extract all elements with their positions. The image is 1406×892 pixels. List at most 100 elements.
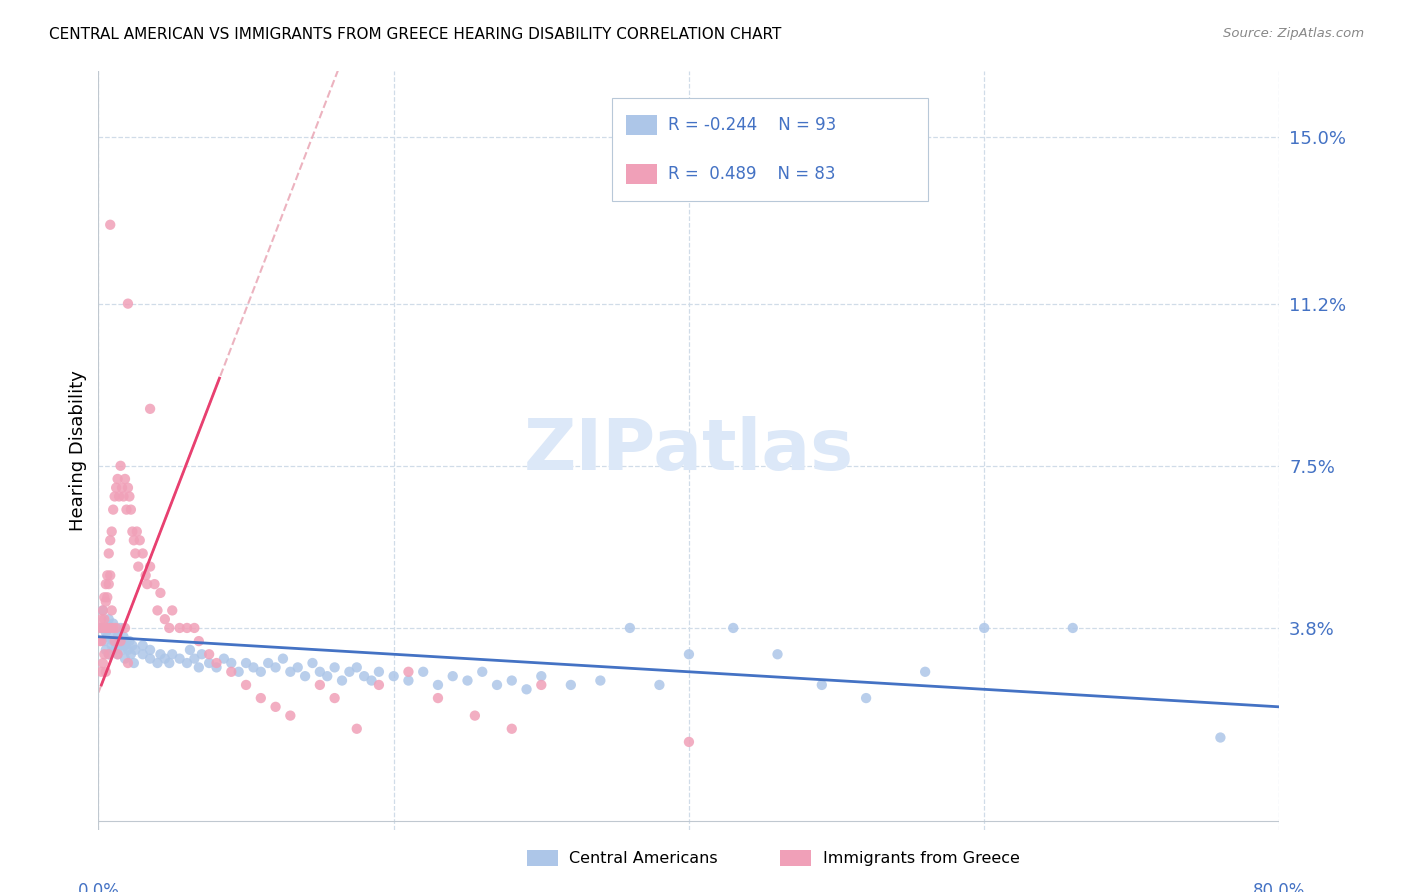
Point (287, 660, 309, 674)
Point (105, 625, 128, 640)
Point (648, 678, 671, 692)
Point (94, 625, 117, 640)
Point (589, 673, 612, 688)
Point (100, 603, 122, 617)
Point (257, 656, 280, 670)
Point (118, 490, 141, 504)
Point (128, 533, 150, 548)
Point (111, 643, 134, 657)
Point (198, 647, 221, 661)
Point (108, 634, 131, 648)
Point (242, 660, 264, 674)
Point (810, 678, 832, 692)
Point (464, 708, 486, 723)
Point (264, 660, 287, 674)
Text: R = -0.244    N = 93: R = -0.244 N = 93 (668, 116, 837, 134)
Point (153, 612, 176, 626)
Point (121, 524, 143, 539)
Point (107, 647, 129, 661)
Point (162, 603, 183, 617)
Point (93, 634, 115, 648)
Point (122, 533, 145, 548)
Point (183, 621, 205, 635)
Point (114, 472, 136, 486)
Point (94, 577, 117, 591)
Point (678, 647, 700, 661)
Point (105, 481, 128, 495)
Point (98, 621, 121, 635)
Text: Central Americans: Central Americans (569, 851, 718, 865)
Point (94, 595, 117, 609)
Point (110, 639, 132, 653)
Point (91, 603, 114, 617)
Point (117, 643, 139, 657)
Text: Source: ZipAtlas.com: Source: ZipAtlas.com (1223, 27, 1364, 40)
Point (104, 490, 127, 504)
Point (398, 665, 420, 679)
Point (301, 656, 323, 670)
Point (90, 621, 112, 635)
Point (294, 669, 316, 683)
Point (97, 546, 120, 560)
Point (187, 660, 209, 674)
Point (471, 665, 494, 679)
Point (96, 621, 118, 635)
Point (398, 673, 420, 688)
Point (153, 651, 176, 665)
Point (427, 691, 450, 706)
Point (228, 665, 250, 679)
Point (143, 577, 166, 591)
Text: 80.0%: 80.0% (1253, 882, 1306, 892)
Point (120, 647, 142, 661)
Point (382, 669, 405, 683)
Point (97, 647, 120, 661)
Point (149, 647, 172, 661)
Point (169, 621, 191, 635)
Point (117, 296, 139, 310)
Point (103, 621, 125, 635)
Point (97, 577, 120, 591)
Point (139, 559, 162, 574)
Point (91, 621, 114, 635)
Point (560, 678, 582, 692)
Point (108, 490, 131, 504)
Point (110, 621, 132, 635)
Point (93, 612, 115, 626)
Point (280, 708, 302, 723)
Point (114, 621, 136, 635)
Point (179, 643, 201, 657)
Point (323, 660, 346, 674)
Point (198, 656, 221, 670)
Point (353, 669, 375, 683)
Point (280, 665, 302, 679)
Point (124, 546, 146, 560)
Point (115, 502, 138, 516)
Point (98, 621, 121, 635)
Point (187, 634, 209, 648)
Point (104, 643, 127, 657)
Point (1062, 621, 1084, 635)
Point (114, 651, 136, 665)
Point (149, 586, 172, 600)
Point (132, 546, 155, 560)
Point (136, 577, 159, 591)
Point (139, 401, 162, 416)
Point (183, 651, 205, 665)
Point (309, 678, 332, 692)
Point (212, 651, 235, 665)
Point (112, 490, 135, 504)
Point (530, 669, 553, 683)
Point (94, 621, 117, 635)
Point (117, 656, 139, 670)
Point (339, 665, 361, 679)
Point (127, 559, 149, 574)
Point (457, 673, 479, 688)
Point (309, 665, 332, 679)
Point (105, 621, 128, 635)
Point (94, 643, 117, 657)
Point (412, 665, 434, 679)
Point (132, 639, 155, 653)
Point (90, 634, 112, 648)
Point (205, 656, 228, 670)
Point (176, 656, 198, 670)
